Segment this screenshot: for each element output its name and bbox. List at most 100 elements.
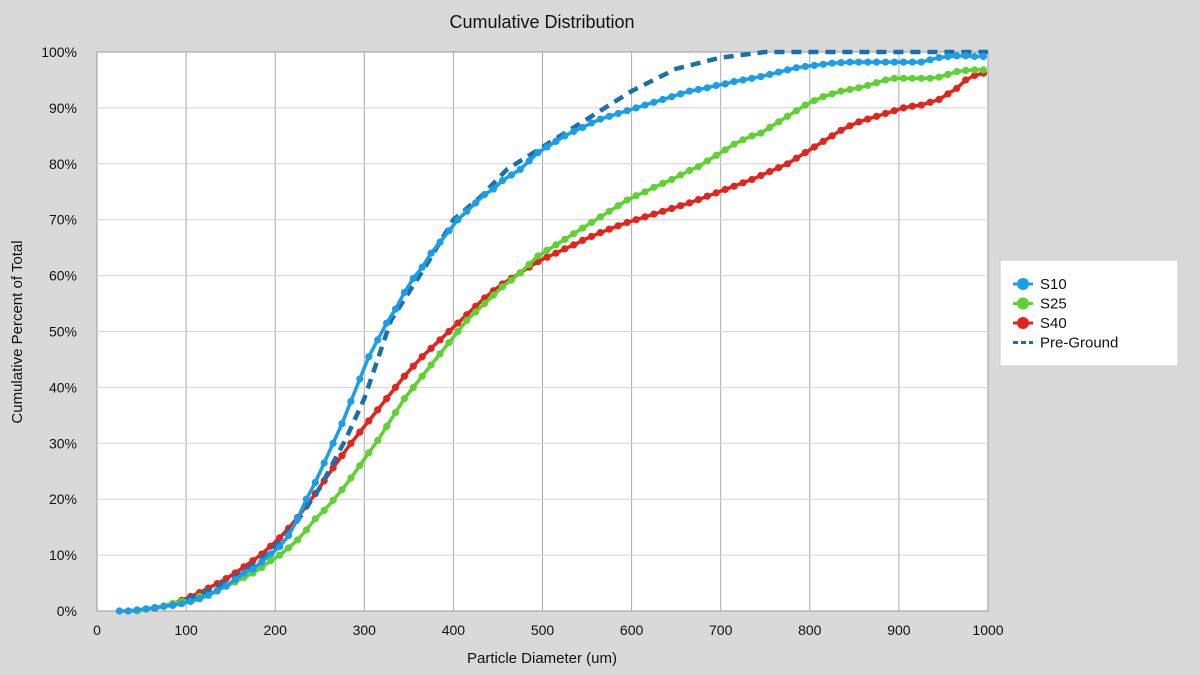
y-tick-label: 30% xyxy=(49,435,77,451)
data-point xyxy=(766,168,774,176)
series-line xyxy=(185,49,988,602)
data-point xyxy=(516,165,524,173)
data-point xyxy=(418,353,426,361)
data-point xyxy=(748,175,756,184)
data-point xyxy=(685,166,694,175)
tick-labels: 0 100 200 300 400 500 600 700 800 900 1000 0% 10% 20%… xyxy=(41,44,1004,638)
data-point xyxy=(409,362,417,370)
data-point xyxy=(810,61,818,69)
data-point xyxy=(953,52,961,60)
data-point xyxy=(757,73,765,81)
data-point xyxy=(659,179,667,187)
data-point xyxy=(445,339,453,347)
data-point xyxy=(953,84,961,92)
series-s40 xyxy=(151,69,988,612)
data-point xyxy=(383,395,391,403)
data-point xyxy=(605,207,613,215)
data-point xyxy=(899,104,908,112)
data-point xyxy=(587,119,596,127)
data-point xyxy=(534,252,542,260)
data-point xyxy=(436,238,444,246)
data-point xyxy=(703,157,711,165)
data-point xyxy=(320,506,328,514)
data-point xyxy=(347,474,355,482)
data-point xyxy=(979,52,988,61)
data-point xyxy=(935,54,943,62)
x-tick-label: 300 xyxy=(353,622,377,638)
y-tick-label: 50% xyxy=(49,324,77,340)
data-point xyxy=(329,496,337,504)
data-point xyxy=(133,606,141,614)
data-point xyxy=(881,109,890,118)
data-point xyxy=(302,526,310,534)
data-point xyxy=(374,436,382,445)
data-point xyxy=(926,98,934,106)
data-point xyxy=(596,229,605,237)
data-point xyxy=(240,569,248,577)
data-point xyxy=(374,336,382,344)
data-point xyxy=(356,375,364,383)
data-point xyxy=(712,189,720,197)
y-tick-label: 20% xyxy=(49,491,77,507)
legend-label: S10 xyxy=(1040,276,1067,293)
data-point xyxy=(971,66,979,74)
data-point xyxy=(979,66,988,74)
data-point xyxy=(908,102,916,110)
data-point xyxy=(846,122,854,130)
data-point xyxy=(356,462,364,470)
data-point xyxy=(383,422,391,431)
data-point xyxy=(596,213,605,221)
data-point xyxy=(650,98,658,106)
data-point xyxy=(436,336,444,344)
data-point xyxy=(730,78,738,86)
data-point xyxy=(240,563,248,571)
data-point xyxy=(971,71,979,80)
data-point xyxy=(650,183,658,191)
legend: S10 S25 S40 Pre-Ground xyxy=(999,259,1179,367)
data-point xyxy=(632,192,640,200)
data-point xyxy=(810,97,818,105)
data-point xyxy=(668,93,676,101)
data-point xyxy=(828,59,836,67)
x-tick-label: 600 xyxy=(620,622,644,638)
legend-item-s40: S40 xyxy=(1013,315,1067,332)
data-point xyxy=(311,478,319,486)
data-point xyxy=(481,190,489,199)
data-point xyxy=(489,291,498,299)
legend-item-s10: S10 xyxy=(1013,276,1067,293)
data-point xyxy=(819,137,827,145)
data-point xyxy=(543,246,551,254)
x-tick-label: 500 xyxy=(531,622,555,638)
data-point xyxy=(596,115,605,123)
x-tick-label: 400 xyxy=(442,622,466,638)
data-point xyxy=(739,136,747,144)
data-point xyxy=(908,74,916,82)
y-tick-label: 40% xyxy=(49,379,77,395)
data-point xyxy=(311,515,319,523)
data-point xyxy=(757,171,765,180)
data-point xyxy=(338,452,346,460)
data-point xyxy=(204,591,212,599)
data-point xyxy=(115,607,123,615)
data-point xyxy=(881,58,890,66)
data-point xyxy=(659,207,667,215)
legend-box xyxy=(999,259,1179,367)
data-point xyxy=(641,213,649,221)
x-axis-label: Particle Diameter (um) xyxy=(467,650,617,667)
data-point xyxy=(454,319,462,327)
series-s10 xyxy=(115,52,988,615)
data-point xyxy=(766,70,774,78)
data-point xyxy=(873,79,881,87)
data-point xyxy=(472,308,480,316)
x-tick-label: 100 xyxy=(174,622,198,638)
legend-items: S10 S25 S40 Pre-Ground xyxy=(1013,276,1118,352)
y-tick-label: 100% xyxy=(41,44,77,60)
legend-label: S25 xyxy=(1040,296,1067,313)
data-point xyxy=(222,582,230,590)
data-point xyxy=(890,107,899,115)
data-point xyxy=(231,576,239,584)
data-point xyxy=(837,87,845,95)
data-point xyxy=(587,232,596,241)
data-point xyxy=(846,85,854,94)
data-point xyxy=(347,397,355,405)
